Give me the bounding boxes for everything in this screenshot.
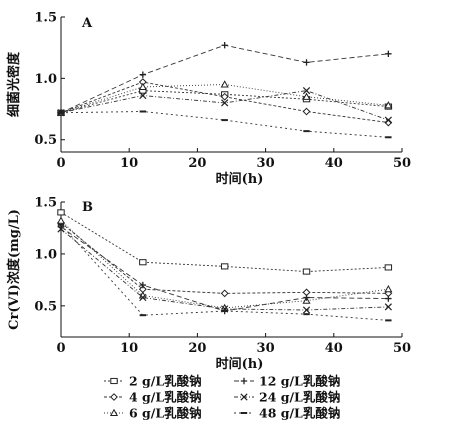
data-point xyxy=(220,289,229,298)
series-5 xyxy=(57,225,392,314)
x-tick-label: 40 xyxy=(325,156,343,171)
legend-item: 2 g/L乳酸钠 xyxy=(104,374,202,389)
legend: 2 g/L乳酸钠 12 g/L乳酸钠 4 g/L乳酸钠 24 g/L乳酸钠 6 g/L乳… xyxy=(104,374,340,421)
data-point xyxy=(139,71,147,78)
panel-label: B xyxy=(82,200,93,215)
legend-label: 4 g/L乳酸钠 xyxy=(129,390,202,405)
series-1 xyxy=(57,209,393,275)
legend-label: 6 g/L乳酸钠 xyxy=(129,406,202,421)
legend-label: 48 g/L乳酸钠 xyxy=(259,406,340,421)
panel-a: 0 10 20 30 40 50 0.5 1.0 1.5 A 时间(h) 细菌光密度 xyxy=(6,11,411,188)
legend-item: 6 g/L乳酸钠 xyxy=(104,406,202,421)
x-tick-label: 30 xyxy=(257,156,275,171)
legend-marker xyxy=(240,377,248,385)
y-axis-title: 细菌光密度 xyxy=(6,51,22,117)
legend-label: 24 g/L乳酸钠 xyxy=(259,390,340,405)
x-tick-label: 20 xyxy=(188,341,206,356)
data-point xyxy=(302,107,311,116)
legend-marker xyxy=(240,393,248,401)
data-point xyxy=(138,82,147,91)
data-point xyxy=(385,295,392,302)
data-point xyxy=(384,285,393,293)
data-point xyxy=(303,294,310,301)
legend-marker xyxy=(110,393,118,401)
series-line xyxy=(60,111,389,138)
data-point xyxy=(384,116,392,124)
y-tick-label: 1.0 xyxy=(34,247,57,262)
x-tick-label: 50 xyxy=(393,341,411,356)
legend-marker xyxy=(110,377,118,385)
data-point xyxy=(221,42,228,49)
x-tick-label: 10 xyxy=(120,156,138,171)
data-point xyxy=(139,259,147,266)
series-line xyxy=(60,212,389,273)
data-point xyxy=(56,216,66,224)
series-line xyxy=(60,220,389,309)
x-axis-title: 时间(h) xyxy=(216,171,264,187)
data-point xyxy=(221,99,229,107)
data-point xyxy=(220,92,229,101)
x-tick-label: 50 xyxy=(393,156,411,171)
data-point xyxy=(57,225,65,233)
y-tick-label: 1.5 xyxy=(34,11,57,26)
y-tick-label: 1.0 xyxy=(34,72,57,87)
data-point xyxy=(385,50,392,58)
panel-label: A xyxy=(81,16,93,31)
x-tick-label: 10 xyxy=(120,341,138,356)
legend-label: 12 g/L乳酸钠 xyxy=(259,374,340,389)
series-6 xyxy=(57,110,392,139)
series-line xyxy=(60,84,389,114)
y-tick-label: 0.5 xyxy=(34,299,57,314)
data-point xyxy=(384,264,393,271)
x-axis-title: 时间(h) xyxy=(216,356,264,372)
x-tick-label: 0 xyxy=(56,341,65,356)
x-tick-label: 20 xyxy=(188,156,206,171)
data-point xyxy=(303,59,310,66)
x-tick-label: 40 xyxy=(325,341,343,356)
legend-item: 12 g/L乳酸钠 xyxy=(234,374,340,389)
data-point xyxy=(220,263,229,270)
series-4 xyxy=(57,42,392,116)
data-point xyxy=(384,303,392,311)
legend-item: 4 g/L乳酸钠 xyxy=(104,390,202,405)
data-point xyxy=(384,101,393,109)
legend-label: 2 g/L乳酸钠 xyxy=(129,374,202,389)
panel-b: 0 10 20 30 40 50 0.5 1.0 1.5 B 时间(h) Cr(VI)浓度(mg/L) xyxy=(6,196,411,373)
series-6 xyxy=(57,223,392,322)
x-tick-label: 0 xyxy=(56,156,65,171)
data-point xyxy=(302,306,311,314)
series-line xyxy=(60,222,389,294)
data-point xyxy=(220,80,229,88)
data-point xyxy=(302,268,311,275)
data-point xyxy=(302,92,311,100)
legend-marker xyxy=(109,408,119,417)
y-tick-label: 1.5 xyxy=(34,196,57,211)
legend-item: 48 g/L乳酸钠 xyxy=(234,406,340,421)
data-point xyxy=(302,87,311,95)
series-1 xyxy=(57,87,393,116)
x-tick-label: 30 xyxy=(257,341,275,356)
series-2 xyxy=(57,218,393,298)
data-point xyxy=(139,281,147,289)
data-point xyxy=(57,209,65,216)
series-line xyxy=(60,90,389,114)
y-tick-label: 0.5 xyxy=(34,133,57,148)
legend-item: 24 g/L乳酸钠 xyxy=(234,390,340,405)
data-point xyxy=(139,293,147,302)
y-axis-title: Cr(VI)浓度(mg/L) xyxy=(6,209,22,330)
data-point xyxy=(139,91,147,100)
series-line xyxy=(60,224,389,321)
